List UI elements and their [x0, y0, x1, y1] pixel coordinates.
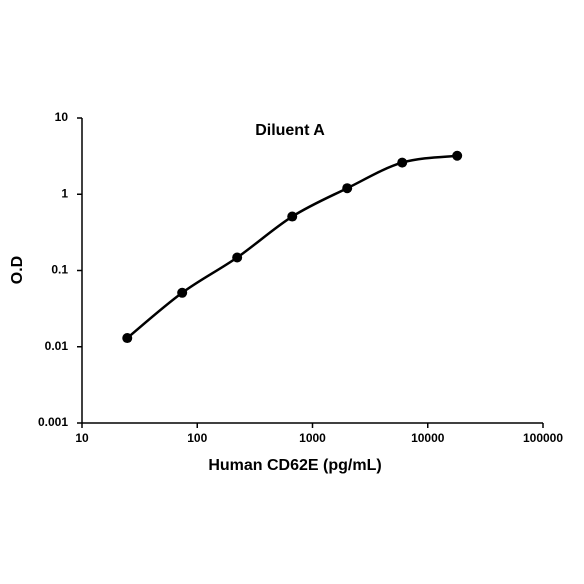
x-axis-title: Human CD62E (pg/mL) [208, 457, 381, 474]
data-point [452, 150, 463, 161]
y-tick-label: 0.01 [45, 339, 69, 353]
y-tick-label: 1 [61, 186, 68, 200]
x-tick-label: 100000 [523, 431, 563, 445]
data-point [287, 211, 298, 222]
y-axis-title: O.D [9, 256, 26, 284]
x-tick-label: 10000 [411, 431, 445, 445]
x-tick-label: 10 [75, 431, 89, 445]
data-point [177, 287, 188, 298]
data-line [126, 154, 458, 340]
x-tick-label: 100 [187, 431, 207, 445]
data-point [122, 333, 133, 344]
y-tick-label: 0.1 [51, 263, 68, 277]
chart-title: Diluent A [255, 122, 325, 139]
y-tick-label: 0.001 [38, 415, 68, 429]
data-point [397, 157, 408, 168]
x-tick-label: 1000 [299, 431, 326, 445]
y-tick-label: 10 [55, 110, 69, 124]
data-point [232, 252, 243, 263]
data-point [342, 183, 353, 194]
